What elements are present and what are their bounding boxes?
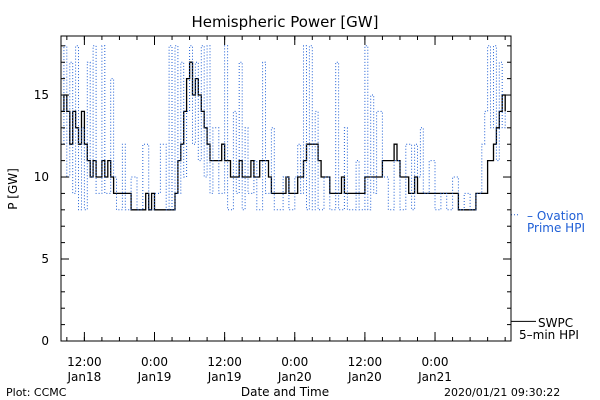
x-tick-time-label: 0:00 bbox=[141, 355, 168, 369]
plot-frame bbox=[60, 35, 512, 342]
axis-layer: 05101512:00Jan180:00Jan1912:00Jan190:00J… bbox=[34, 36, 536, 384]
plot-timestamp: 2020/01/21 09:30:22 bbox=[444, 386, 560, 399]
swpc-legend-line2: 5–min HPI bbox=[519, 328, 579, 342]
swpc-legend-line1: SWPC bbox=[538, 316, 573, 330]
y-tick-label: 5 bbox=[41, 252, 49, 266]
x-tick-date-label: Jan20 bbox=[347, 370, 382, 384]
x-tick-time-label: 0:00 bbox=[422, 355, 449, 369]
series-layer bbox=[61, 45, 506, 211]
x-tick-date-label: Jan21 bbox=[417, 370, 452, 384]
x-tick-time-label: 12:00 bbox=[67, 355, 102, 369]
chart-title: Hemispheric Power [GW] bbox=[192, 13, 379, 31]
x-tick-time-label: 12:00 bbox=[207, 355, 242, 369]
y-tick-label: 10 bbox=[34, 170, 49, 184]
legend: – Ovation Prime HPI SWPC 5–min HPI bbox=[519, 209, 585, 342]
y-tick-label: 15 bbox=[34, 88, 49, 102]
x-tick-time-label: 0:00 bbox=[281, 355, 308, 369]
plot-credit: Plot: CCMC bbox=[6, 386, 67, 399]
series-line-ovation-prime-hpi bbox=[61, 45, 506, 211]
y-axis-label: P [GW] bbox=[6, 168, 20, 210]
x-tick-date-label: Jan20 bbox=[277, 370, 312, 384]
ovation-legend-line1: – Ovation bbox=[527, 209, 584, 223]
x-axis-label: Date and Time bbox=[241, 385, 329, 399]
x-tick-date-label: Jan19 bbox=[207, 370, 242, 384]
x-tick-date-label: Jan19 bbox=[137, 370, 172, 384]
series-line-swpc-5-min-hpi bbox=[61, 61, 506, 211]
ovation-legend-line2: Prime HPI bbox=[527, 221, 585, 235]
y-tick-label: 0 bbox=[41, 334, 49, 348]
x-tick-time-label: 12:00 bbox=[348, 355, 383, 369]
x-tick-date-label: Jan18 bbox=[66, 370, 101, 384]
